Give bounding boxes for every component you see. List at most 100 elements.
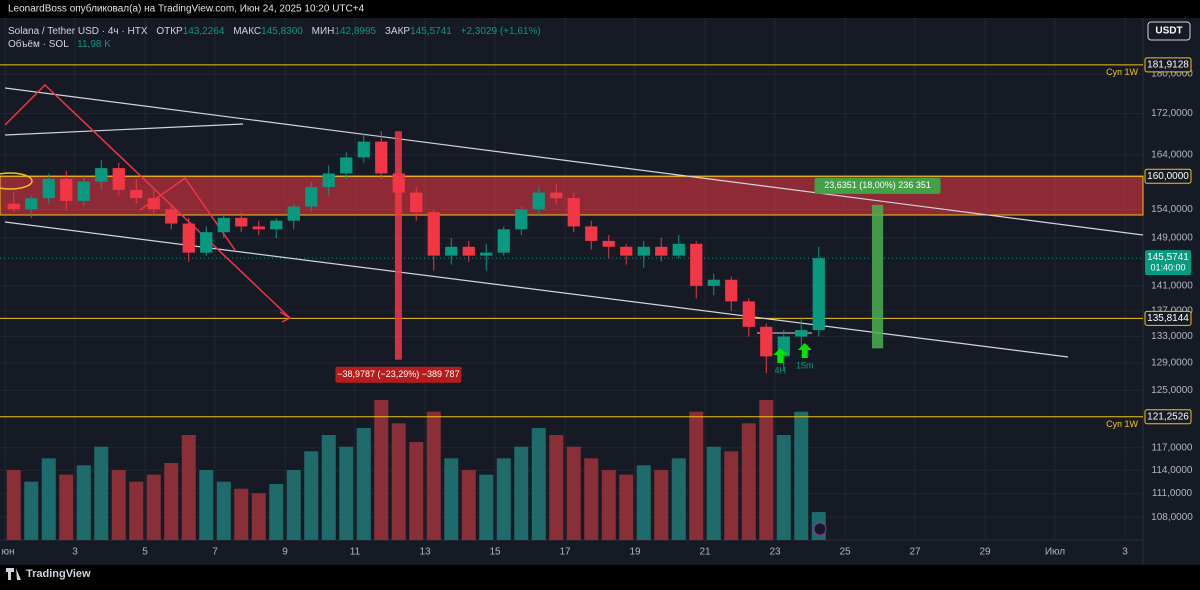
level-label: 135,8144 (1147, 313, 1189, 324)
candle-body (532, 192, 545, 210)
y-tick-label: 129,0000 (1151, 358, 1193, 369)
candle-body (795, 330, 808, 337)
candle-body (672, 243, 685, 256)
candle-body (497, 229, 510, 253)
level-badge (1144, 168, 1192, 184)
signal-arrow (773, 348, 788, 363)
candle-body (200, 232, 213, 253)
candle-body (182, 223, 195, 253)
candle-body (270, 220, 283, 230)
volume-bar (356, 428, 371, 540)
change: +2,3029 (+1,61%) (461, 26, 541, 37)
volume-bar (426, 411, 441, 540)
volume-bar (269, 484, 284, 540)
volume-bar (741, 423, 756, 540)
trend-line (4, 123, 244, 136)
measure-label: 23,6351 (18,00%) 236 351 (824, 180, 931, 190)
ohlc-value: 143,2264 (183, 26, 225, 37)
volume-bar (601, 470, 616, 540)
level-badge (1144, 57, 1192, 73)
volume-bar (671, 458, 686, 540)
symbol: Solana / Tether USD · 4ч · HTX (8, 26, 148, 37)
signal-label: 15m (796, 360, 814, 370)
ellipse (0, 172, 33, 190)
y-tick-label: 149,0000 (1151, 233, 1193, 244)
ohlc-key: МИН (312, 26, 335, 37)
price-axis (1143, 18, 1200, 565)
currency-badge[interactable] (1147, 21, 1191, 41)
volume-bar (409, 442, 424, 540)
volume-bar (654, 470, 669, 540)
volume-value: 11,98 K (77, 39, 111, 50)
y-tick-label: 141,0000 (1151, 281, 1193, 292)
candle-body (95, 168, 108, 182)
volume-bar (24, 481, 39, 540)
y-tick-label: 117,0000 (1152, 442, 1193, 453)
candle-body (620, 246, 633, 256)
level-label: 181,9128 (1147, 59, 1189, 70)
volume-bar (794, 411, 809, 540)
x-tick-label: юн (1, 547, 14, 558)
volume-bar (59, 474, 74, 540)
level-label: 121,2526 (1147, 411, 1189, 422)
candle-body (602, 240, 615, 247)
candle-body (585, 226, 598, 241)
footer-text[interactable]: TradingView (26, 568, 91, 580)
y-tick-label: 114,0000 (1152, 465, 1193, 476)
x-tick-label: 29 (979, 547, 991, 558)
volume-bar (111, 470, 126, 540)
volume-bar (199, 470, 214, 540)
candle-body (462, 246, 475, 256)
volume-bar (164, 463, 179, 540)
last-price-badge (1145, 250, 1191, 276)
candle-body (410, 192, 423, 213)
ohlc-value: 142,8995 (334, 26, 376, 37)
y-tick-label: 154,0000 (1151, 204, 1193, 215)
header-text: LeonardBoss опубликовал(а) на TradingVie… (8, 3, 365, 15)
candle-body (742, 301, 755, 327)
candle-body (637, 246, 650, 256)
level-badge (1144, 409, 1192, 425)
x-tick-label: 25 (839, 547, 851, 558)
arrow-head (279, 311, 292, 323)
candle-body (655, 246, 668, 256)
volume-bar (251, 493, 266, 540)
candle-body (7, 203, 20, 210)
x-tick-label: 5 (142, 547, 148, 558)
last-price-label: 145,5741 (1147, 252, 1189, 263)
candle-body (567, 198, 580, 227)
candle-body (130, 189, 143, 199)
event-icon[interactable] (813, 522, 827, 536)
measure-badge (814, 177, 941, 194)
volume-legend: Объём · SOL 11,98 K (8, 38, 111, 50)
x-tick-label: 11 (350, 547, 361, 558)
level-label: 160,0000 (1147, 171, 1189, 182)
candle-body (147, 198, 160, 210)
ohlc-value: 145,5741 (410, 26, 452, 37)
volume-bar (566, 446, 581, 540)
volume-bar (724, 451, 739, 540)
footer-logo[interactable]: TradingView (6, 568, 91, 580)
candle-body (445, 246, 458, 256)
trend-line (4, 221, 1069, 358)
candle-body (480, 252, 493, 256)
volume-bar (234, 488, 249, 540)
candle-body (25, 198, 38, 210)
candle-body (217, 217, 230, 233)
candle-body (427, 212, 440, 256)
x-tick-label: 27 (909, 547, 921, 558)
candle-body (165, 209, 178, 224)
logo-icon[interactable] (6, 568, 21, 580)
x-tick-label: Июл (1045, 547, 1065, 558)
volume-bar (181, 435, 196, 540)
volume-bar (479, 474, 494, 540)
currency-label[interactable]: USDT (1155, 26, 1182, 37)
volume-bar (304, 451, 319, 540)
volume-bar (76, 465, 91, 540)
volume-bar (444, 458, 459, 540)
y-tick-label: 172,0000 (1151, 108, 1193, 119)
countdown: 01:40:00 (1150, 263, 1185, 273)
volume-bar (531, 428, 546, 540)
measure-bar (394, 131, 402, 360)
candle-body (515, 209, 528, 230)
